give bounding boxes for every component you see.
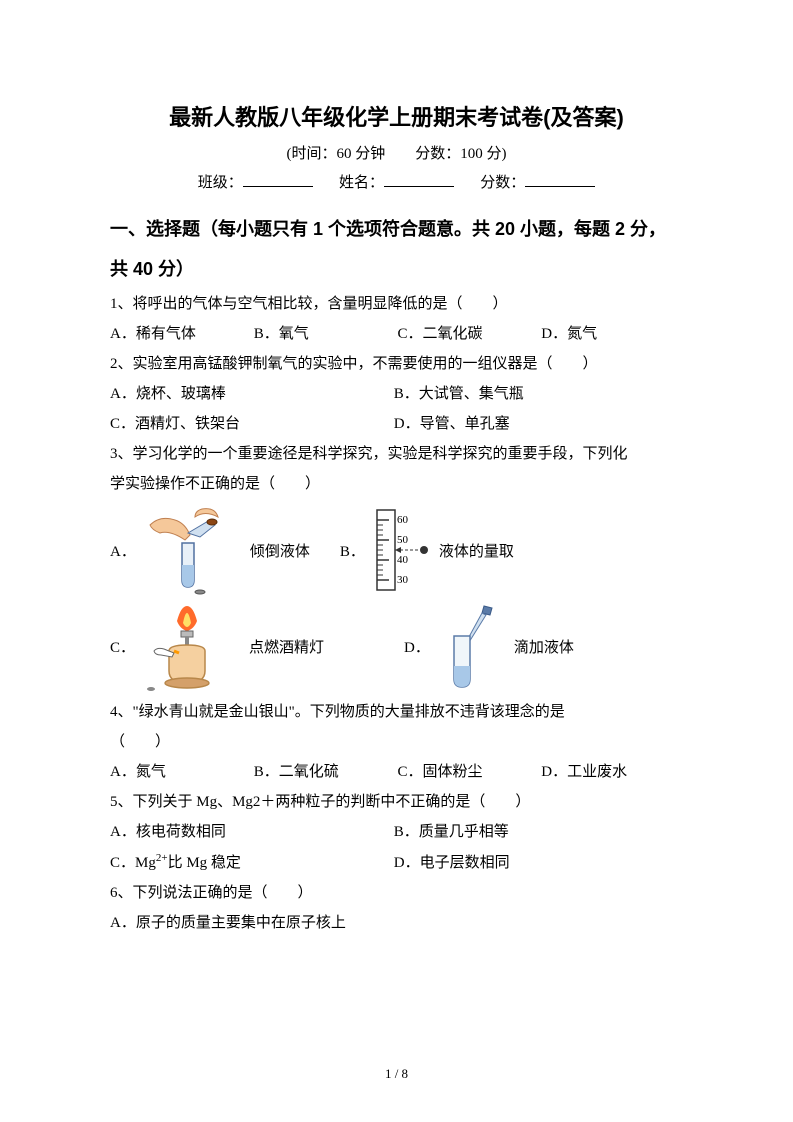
page-title: 最新人教版八年级化学上册期末考试卷(及答案)	[110, 100, 683, 132]
q2-A: A．烧杯、玻璃棒	[110, 379, 390, 409]
q5-stem: 5、下列关于 Mg、Mg2＋两种粒子的判断中不正确的是（ ）	[110, 787, 683, 817]
drop-liquid-icon	[434, 601, 504, 691]
q3-C-label: C．	[110, 636, 135, 657]
q3-stem1: 3、学习化学的一个重要途径是科学探究，实验是科学探究的重要手段，下列化	[110, 439, 683, 469]
q2-options-2: C．酒精灯、铁架台 D．导管、单孔塞	[110, 409, 683, 439]
measure-liquid-icon: 60 50 40 30	[369, 505, 429, 595]
q4-options: A．氮气 B．二氧化硫 C．固体粉尘 D．工业废水	[110, 757, 683, 787]
q5-A: A．核电荷数相同	[110, 817, 390, 847]
q6-stem: 6、下列说法正确的是（ ）	[110, 878, 683, 908]
q1-A: A．稀有气体	[110, 319, 250, 349]
q4-stem2: （ ）	[110, 727, 683, 757]
q3-stem2: 学实验操作不正确的是（ ）	[110, 469, 683, 499]
svg-text:40: 40	[397, 554, 409, 566]
q3-D-label: D．	[404, 636, 430, 657]
q1-options: A．稀有气体 B．氧气 C．二氧化碳 D．氮气	[110, 319, 683, 349]
score-label: 分数：	[480, 175, 525, 191]
svg-text:50: 50	[397, 534, 409, 546]
q1-C: C．二氧化碳	[398, 319, 538, 349]
section-header: 一、选择题（每小题只有 1 个选项符合题意。共 20 小题，每题 2 分，共 4…	[110, 210, 683, 289]
q4-stem1: 4、"绿水青山就是金山银山"。下列物质的大量排放不违背该理念的是	[110, 697, 683, 727]
svg-text:60: 60	[397, 514, 409, 526]
q5-B: B．质量几乎相等	[394, 817, 674, 847]
q5-options-2: C．Mg2+比 Mg 稳定 D．电子层数相同	[110, 847, 683, 878]
q4-B: B．二氧化硫	[254, 757, 394, 787]
svg-text:30: 30	[397, 574, 409, 586]
q3-B-caption: 液体的量取	[439, 540, 514, 561]
q5-options-1: A．核电荷数相同 B．质量几乎相等	[110, 817, 683, 847]
name-blank[interactable]	[384, 172, 454, 187]
q2-stem: 2、实验室用高锰酸钾制氧气的实验中，不需要使用的一组仪器是（ ）	[110, 349, 683, 379]
light-lamp-icon	[139, 601, 239, 691]
q4-C: C．固体粉尘	[398, 757, 538, 787]
q3-A-label: A．	[110, 540, 136, 561]
q3-D-caption: 滴加液体	[514, 636, 574, 657]
q2-D: D．导管、单孔塞	[394, 409, 674, 439]
q2-options-1: A．烧杯、玻璃棒 B．大试管、集气瓶	[110, 379, 683, 409]
page-number: 1 / 8	[0, 1066, 793, 1082]
q3-row-AB: A． 倾倒液体 B． 60 50	[110, 505, 683, 595]
name-label: 姓名：	[339, 175, 384, 191]
q5-D: D．电子层数相同	[394, 848, 674, 878]
q6-A: A．原子的质量主要集中在原子核上	[110, 908, 683, 938]
fill-line: 班级： 姓名： 分数：	[110, 171, 683, 192]
q2-B: B．大试管、集气瓶	[394, 379, 674, 409]
q5-C: C．Mg2+比 Mg 稳定	[110, 847, 390, 878]
q2-C: C．酒精灯、铁架台	[110, 409, 390, 439]
q1-B: B．氧气	[254, 319, 394, 349]
class-blank[interactable]	[243, 172, 313, 187]
q1-stem: 1、将呼出的气体与空气相比较，含量明显降低的是（ ）	[110, 289, 683, 319]
q3-A-caption: 倾倒液体	[250, 540, 310, 561]
q4-D: D．工业废水	[541, 757, 681, 787]
q3-B-label: B．	[340, 540, 365, 561]
pour-liquid-icon	[140, 505, 240, 595]
q3-row-CD: C． 点燃酒精灯 D． 滴加液体	[110, 601, 683, 691]
q3-C-caption: 点燃酒精灯	[249, 636, 324, 657]
page-subtitle: (时间：60 分钟 分数：100 分)	[110, 142, 683, 163]
q4-A: A．氮气	[110, 757, 250, 787]
score-blank[interactable]	[525, 172, 595, 187]
q1-D: D．氮气	[541, 319, 681, 349]
class-label: 班级：	[198, 175, 243, 191]
